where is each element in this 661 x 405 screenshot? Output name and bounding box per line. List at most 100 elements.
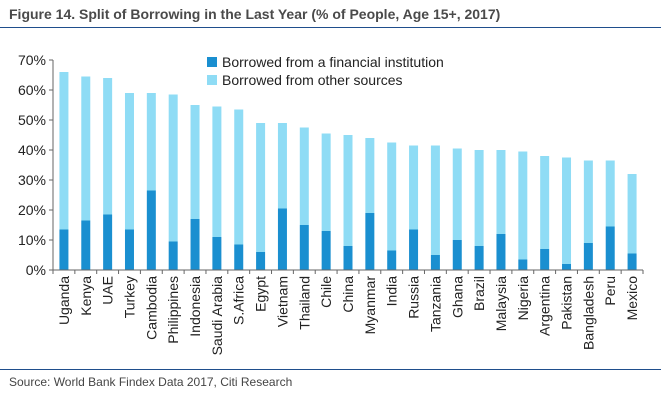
x-tick-label: Uganda [56,276,72,325]
bar-financial-institution [234,244,244,270]
x-tick-label: Kenya [78,276,94,316]
bar-other-sources [562,157,572,264]
bar-financial-institution [409,229,419,270]
x-tick-label: Malaysia [493,276,509,331]
bar-financial-institution [321,231,331,270]
x-tick-label: Brazil [471,276,487,311]
bar-other-sources [387,142,397,251]
bar-other-sources [430,145,440,255]
legend-swatch [207,75,217,85]
bar-other-sources [299,127,309,225]
x-tick-label: S.Africa [231,276,247,325]
bar-financial-institution [124,229,134,270]
x-tick-label: Thailand [296,276,312,330]
y-tick-label: 70% [18,52,46,68]
bar-financial-institution [81,220,91,270]
x-tick-label: Bangladesh [580,276,596,350]
bar-financial-institution [299,225,309,270]
bar-other-sources [452,148,462,240]
x-tick-label: Argentina [537,276,553,336]
legend-label: Borrowed from a financial institution [222,54,444,70]
bar-financial-institution [103,214,113,270]
bar-financial-institution [277,208,287,270]
bar-other-sources [234,109,244,245]
x-tick-label: UAE [100,276,116,305]
y-tick-label: 50% [18,112,46,128]
bar-other-sources [627,174,637,254]
y-tick-label: 40% [18,142,46,158]
bar-other-sources [540,156,550,249]
bar-financial-institution [540,249,550,270]
x-tick-label: Vietnam [274,276,290,327]
bar-other-sources [256,123,266,252]
bar-financial-institution [256,252,266,270]
y-axis: 0% 10% 20% 30% 40% 50% 60% 70% [18,52,54,278]
bar-other-sources [474,150,484,246]
bar-financial-institution [430,255,440,270]
x-tick-label: Indonesia [187,276,203,337]
top-rule [0,27,661,28]
bar-other-sources [583,160,593,243]
x-tick-label: Myanmar [362,276,378,335]
bar-other-sources [103,78,113,215]
bar-other-sources [124,93,134,230]
x-tick-label: Turkey [121,276,137,318]
bar-financial-institution [59,229,69,270]
bar-financial-institution [583,243,593,270]
bar-financial-institution [605,226,615,270]
bar-other-sources [146,93,156,191]
x-tick-label: India [384,276,400,307]
bar-financial-institution [168,241,178,270]
x-tick-label: Cambodia [143,276,159,340]
x-tick-label: Saudi Arabia [209,276,225,356]
y-tick-label: 10% [18,232,46,248]
legend-swatch [207,57,217,67]
bar-financial-institution [212,237,222,270]
x-tick-label: Pakistan [559,276,575,330]
x-tick-label: China [340,276,356,313]
legend: Borrowed from a financial institution Bor… [207,54,444,88]
y-tick-label: 60% [18,82,46,98]
bar-financial-institution [518,259,528,270]
bar-financial-institution [190,219,200,270]
x-axis: Uganda Kenya UAE Turkey Cambodia Philippines I… [52,269,644,356]
bar-other-sources [343,135,353,246]
bar-other-sources [59,72,69,230]
bar-financial-institution [474,246,484,270]
x-tick-label: Russia [406,276,422,319]
bar-other-sources [81,76,91,221]
bar-financial-institution [387,250,397,270]
bar-financial-institution [452,240,462,270]
bar-other-sources [365,138,375,213]
bar-financial-institution [562,264,572,270]
bar-financial-institution [343,246,353,270]
bar-other-sources [496,150,506,234]
y-tick-label: 30% [18,172,46,188]
bar-other-sources [212,106,222,237]
bar-other-sources [409,145,419,230]
bar-financial-institution [146,190,156,270]
bar-financial-institution [365,213,375,270]
bar-financial-institution [496,234,506,270]
x-tick-label: Peru [602,276,618,306]
x-tick-label: Nigeria [515,276,531,321]
bar-other-sources [605,160,615,227]
bar-other-sources [168,94,178,242]
legend-label: Borrowed from other sources [222,72,403,88]
y-tick-label: 20% [18,202,46,218]
figure-title: Figure 14. Split of Borrowing in the Las… [9,6,501,22]
bottom-rule [0,369,661,370]
y-tick-label: 0% [26,262,46,278]
bar-other-sources [321,133,331,231]
x-tick-label: Mexico [624,276,640,321]
bar-other-sources [190,105,200,219]
x-tick-label: Philippines [165,276,181,344]
bars [59,72,637,270]
source-note: Source: World Bank Findex Data 2017, Cit… [9,375,293,389]
x-tick-label: Tanzania [427,276,443,332]
bar-other-sources [277,123,287,209]
bar-financial-institution [627,253,637,270]
x-tick-label: Ghana [449,276,465,318]
x-tick-label: Egypt [253,276,269,312]
